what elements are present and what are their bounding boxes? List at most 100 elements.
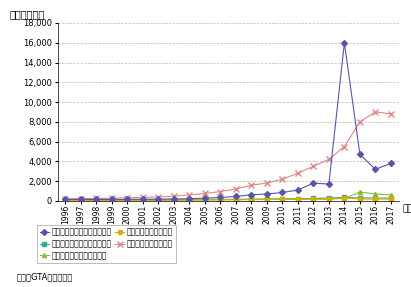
ミャンマーが特に優位な品目 (171, 197, 176, 201)
ミャンマーがやや優位な品目 (79, 198, 83, 202)
優位性が見極めにくい品目 (311, 197, 316, 201)
優位性が見極めにくい品目 (94, 199, 99, 202)
中国が特に優位な品目 (94, 197, 99, 200)
中国がやや優位な品目 (63, 199, 68, 202)
優位性が見極めにくい品目 (326, 197, 331, 201)
Text: （年）: （年） (402, 204, 411, 214)
中国が特に優位な品目 (79, 197, 83, 200)
Line: 中国が特に優位な品目: 中国が特に優位な品目 (62, 109, 394, 202)
中国がやや優位な品目 (296, 197, 300, 201)
ミャンマーがやや優位な品目 (156, 198, 161, 201)
中国がやや優位な品目 (264, 198, 269, 201)
中国が特に優位な品目 (311, 164, 316, 168)
Text: 資料：GTAから作成。: 資料：GTAから作成。 (16, 272, 73, 281)
Text: （百万ドル）: （百万ドル） (10, 9, 45, 20)
中国がやや優位な品目 (280, 198, 285, 201)
ミャンマーが特に優位な品目 (280, 191, 285, 194)
中国が特に優位な品目 (63, 197, 68, 201)
中国がやや優位な品目 (311, 197, 316, 201)
中国がやや優位な品目 (171, 198, 176, 202)
ミャンマーが特に優位な品目 (388, 162, 393, 165)
ミャンマーがやや優位な品目 (326, 196, 331, 200)
優位性が見極めにくい品目 (63, 199, 68, 202)
中国が特に優位な品目 (280, 177, 285, 181)
中国がやや優位な品目 (109, 199, 114, 202)
ミャンマーが特に優位な品目 (218, 196, 223, 199)
優位性が見極めにくい品目 (388, 193, 393, 197)
優位性が見極めにくい品目 (280, 197, 285, 201)
ミャンマーがやや優位な品目 (140, 198, 145, 201)
優位性が見極めにくい品目 (140, 198, 145, 202)
中国がやや優位な品目 (342, 196, 347, 200)
ミャンマーがやや優位な品目 (218, 198, 223, 201)
優位性が見極めにくい品目 (125, 198, 130, 202)
優位性が見極めにくい品目 (171, 198, 176, 202)
ミャンマーがやや優位な品目 (280, 197, 285, 201)
ミャンマーが特に優位な品目 (109, 198, 114, 201)
Line: 優位性が見極めにくい品目: 優位性が見極めにくい品目 (63, 190, 393, 202)
ミャンマーが特に優位な品目 (311, 181, 316, 185)
ミャンマーが特に優位な品目 (140, 197, 145, 201)
中国がやや優位な品目 (218, 198, 223, 201)
ミャンマーが特に優位な品目 (233, 195, 238, 198)
中国が特に優位な品目 (388, 112, 393, 116)
中国がやや優位な品目 (156, 198, 161, 202)
優位性が見極めにくい品目 (342, 197, 347, 200)
ミャンマーがやや優位な品目 (358, 196, 363, 200)
ミャンマーがやや優位な品目 (233, 197, 238, 201)
ミャンマーが特に優位な品目 (296, 188, 300, 192)
ミャンマーが特に優位な品目 (156, 197, 161, 201)
ミャンマーがやや優位な品目 (63, 198, 68, 202)
ミャンマーがやや優位な品目 (342, 196, 347, 199)
中国が特に優位な品目 (326, 158, 331, 161)
中国が特に優位な品目 (109, 196, 114, 200)
中国がやや優位な品目 (373, 197, 378, 201)
ミャンマーが特に優位な品目 (342, 41, 347, 44)
ミャンマーが特に優位な品目 (373, 168, 378, 171)
中国がやや優位な品目 (140, 199, 145, 202)
優位性が見極めにくい品目 (296, 197, 300, 201)
ミャンマーがやや優位な品目 (202, 198, 207, 201)
中国が特に優位な品目 (171, 194, 176, 198)
ミャンマーがやや優位な品目 (171, 198, 176, 201)
中国が特に優位な品目 (187, 193, 192, 197)
ミャンマーがやや優位な品目 (373, 196, 378, 200)
優位性が見極めにくい品目 (202, 198, 207, 201)
ミャンマーがやや優位な品目 (296, 197, 300, 200)
中国が特に優位な品目 (342, 145, 347, 148)
中国が特に優位な品目 (202, 192, 207, 195)
優位性が見極めにくい品目 (187, 198, 192, 202)
ミャンマーが特に優位な品目 (94, 198, 99, 201)
中国が特に優位な品目 (233, 187, 238, 191)
ミャンマーが特に優位な品目 (249, 193, 254, 197)
中国が特に優位な品目 (296, 172, 300, 175)
Line: ミャンマーが特に優位な品目: ミャンマーが特に優位な品目 (63, 41, 393, 201)
ミャンマーが特に優位な品目 (358, 153, 363, 156)
優位性が見極めにくい品目 (79, 199, 83, 202)
優位性が見極めにくい品目 (264, 198, 269, 201)
優位性が見極めにくい品目 (233, 198, 238, 201)
ミャンマーがやや優位な品目 (311, 197, 316, 200)
中国がやや優位な品目 (249, 198, 254, 201)
Line: ミャンマーがやや優位な品目: ミャンマーがやや優位な品目 (63, 195, 393, 202)
中国がやや優位な品目 (326, 197, 331, 201)
中国が特に優位な品目 (249, 183, 254, 187)
ミャンマーがやや優位な品目 (109, 198, 114, 202)
中国が特に優位な品目 (358, 120, 363, 123)
中国が特に優位な品目 (125, 196, 130, 199)
中国が特に優位な品目 (264, 181, 269, 185)
ミャンマーがやや優位な品目 (388, 196, 393, 200)
中国が特に優位な品目 (373, 110, 378, 114)
ミャンマーが特に優位な品目 (326, 182, 331, 186)
Line: 中国がやや優位な品目: 中国がやや優位な品目 (63, 196, 393, 203)
ミャンマーがやや優位な品目 (249, 197, 254, 201)
ミャンマーがやや優位な品目 (264, 197, 269, 201)
中国が特に優位な品目 (156, 195, 161, 199)
ミャンマーが特に優位な品目 (125, 197, 130, 201)
中国が特に優位な品目 (140, 196, 145, 199)
ミャンマーがやや優位な品目 (94, 198, 99, 202)
Legend: ミャンマーが特に優位な品目, ミャンマーがやや優位な品目, 優位性が見極めにくい品目, 中国がやや優位な品目, 中国が特に優位な品目: ミャンマーが特に優位な品目, ミャンマーがやや優位な品目, 優位性が見極めにくい… (37, 225, 176, 263)
中国がやや優位な品目 (202, 198, 207, 202)
中国がやや優位な品目 (358, 197, 363, 201)
ミャンマーがやや優位な品目 (187, 198, 192, 201)
